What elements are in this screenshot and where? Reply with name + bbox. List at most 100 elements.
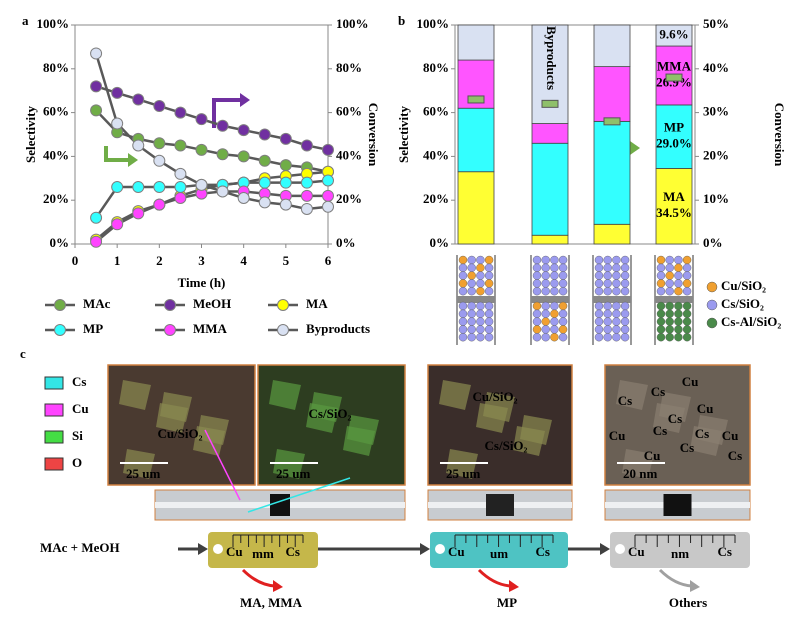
particle [656,255,666,265]
legend-label: Cu [72,401,89,416]
data-point [300,139,313,152]
particle [674,279,683,288]
bar-segment [593,120,631,225]
particle [620,287,630,296]
x-tick-label: 4 [240,253,247,268]
particle [656,317,666,326]
separator [593,296,631,303]
catalyst-bed [270,494,290,516]
particle [603,263,612,272]
particle [656,301,666,311]
particle [603,255,612,265]
y2-tick-label: 100% [336,16,369,31]
particle [612,279,621,288]
data-point [174,167,187,180]
conversion-marker [467,95,485,104]
particle [594,301,604,311]
particle [603,309,612,318]
arrow [204,429,241,501]
data-point [90,80,103,93]
particle [612,301,621,311]
particle [532,309,542,318]
legend-label: Cs-Al/SiO₂ [721,314,781,329]
bar-segment [531,234,569,245]
separator [531,296,569,303]
y2-tick-label: 50% [703,16,729,31]
particle [550,301,559,311]
particle [467,255,476,265]
data-point [153,181,166,194]
data-point [132,139,145,152]
particle [484,301,494,311]
bar-segment [655,168,693,245]
particle [620,333,630,342]
reactor-size: um [490,546,508,561]
legend-marker [706,317,718,329]
particle [558,317,568,326]
particle [656,271,666,280]
particle [620,325,630,334]
data-point [195,178,208,191]
y-axis-title: Selectivity [396,105,411,163]
data-point [322,143,334,156]
particle-blob [269,380,301,410]
particle [532,317,542,326]
particle [484,287,494,296]
legend-label: MP [83,321,103,336]
particle [674,309,683,318]
data-point [132,93,145,106]
reactor-right: Cs [286,544,300,559]
y-tick-label: 60% [43,104,69,119]
series-line [95,179,329,219]
particle [682,279,692,288]
particle [665,255,674,265]
particle [656,325,666,334]
legend-swatch [44,403,64,417]
arrow-head [128,153,138,167]
legend-label: Si [72,428,83,443]
data-point [90,104,103,117]
particle [467,301,476,311]
particle [665,325,674,334]
data-point [174,139,187,152]
particle [674,317,683,326]
map-label: Cu/SiO₂ [157,426,202,441]
particle [458,301,468,311]
particle [558,287,568,296]
legend-label: O [72,455,82,470]
bar-segment [457,24,495,61]
particle [458,317,468,326]
particle [665,287,674,296]
particle [484,255,494,265]
y2-tick-label: 40% [703,60,729,75]
product-head [273,580,283,592]
particle [620,255,630,265]
particle [458,309,468,318]
data-point [300,189,313,202]
segment-name: MA [663,189,685,204]
particle [532,255,542,265]
map-label: Cs [728,448,742,463]
particle [484,271,494,280]
particle [458,287,468,296]
map-label: Cs [668,411,682,426]
particle [541,325,550,334]
product: Others [669,595,707,610]
particle [476,325,485,334]
y2-tick-label: 60% [336,104,362,119]
legend-marker [54,324,66,336]
y-tick-label: 20% [43,191,69,206]
particle [682,317,692,326]
legend-marker [277,299,289,311]
particle [665,263,674,272]
particle [612,317,621,326]
particle [467,309,476,318]
particle [620,263,630,272]
data-point [279,176,292,189]
scale-label: 25 um [446,466,480,481]
particle [532,271,542,280]
series-line [95,190,328,243]
particle [620,279,630,288]
particle [665,309,674,318]
